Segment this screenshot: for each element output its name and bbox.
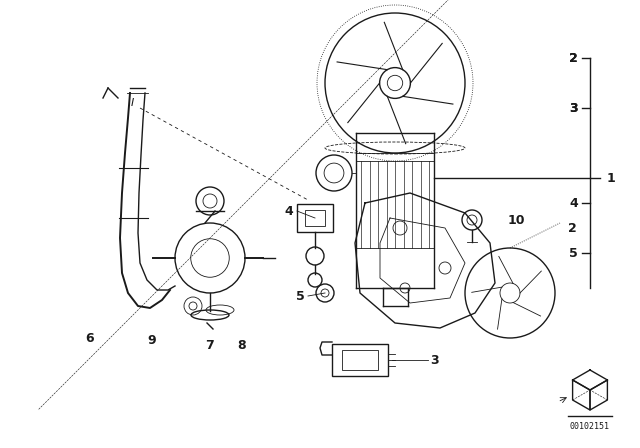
Text: 5: 5 [569, 246, 578, 259]
Text: 4: 4 [569, 197, 578, 210]
Bar [297, 204, 333, 232]
Text: 8: 8 [237, 339, 246, 352]
Bar [332, 344, 388, 376]
Bar [342, 350, 378, 370]
Text: I: I [131, 98, 134, 108]
Text: 7: 7 [205, 339, 214, 352]
Text: 2: 2 [568, 221, 577, 234]
Text: 3: 3 [570, 102, 578, 115]
Text: 2: 2 [569, 52, 578, 65]
Text: 9: 9 [148, 333, 156, 346]
Text: 00102151: 00102151 [570, 422, 610, 431]
Text: 3: 3 [430, 353, 438, 366]
Bar [305, 210, 325, 226]
Text: 5: 5 [296, 289, 305, 302]
Text: 4: 4 [284, 204, 293, 217]
Text: 3: 3 [570, 102, 578, 115]
Text: 6: 6 [86, 332, 94, 345]
Text: 2: 2 [569, 52, 578, 65]
Text: 10: 10 [508, 214, 525, 227]
Text: 1: 1 [607, 172, 616, 185]
